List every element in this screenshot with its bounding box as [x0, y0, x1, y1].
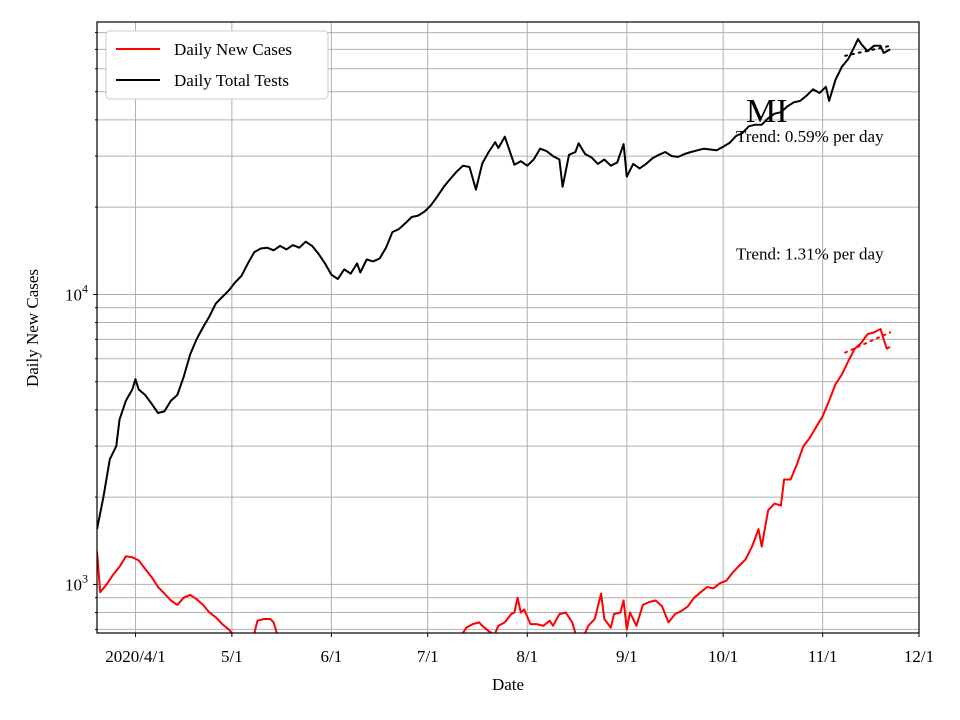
trend-line-total-tests [844, 44, 892, 57]
x-tick-label: 10/1 [708, 647, 738, 666]
trend-annotation: Trend: 1.31% per day [736, 244, 884, 263]
x-tick-label: 6/1 [321, 647, 343, 666]
grid-lines [97, 22, 920, 633]
x-tick-label: 2020/4/1 [105, 647, 165, 666]
trend-line-new-cases [844, 331, 892, 354]
legend-box [105, 30, 329, 100]
series-layer [97, 38, 892, 633]
series-line-daily-new-cases [462, 621, 493, 633]
x-tick-label: 7/1 [417, 647, 439, 666]
x-tick-label: 9/1 [616, 647, 638, 666]
x-tick-label: 11/1 [808, 647, 838, 666]
series-line-daily-total-tests [97, 38, 891, 530]
y-tick-label: 103 [65, 571, 88, 594]
series-line-daily-new-cases [97, 551, 233, 633]
plot-frame [96, 21, 920, 634]
y-axis-label: Daily New Cases [23, 269, 42, 387]
trend-annotation: Trend: 0.59% per day [736, 127, 884, 146]
x-axis-label: Date [492, 675, 524, 694]
axis-ticks: 2020/4/1 5/1 6/1 7/1 8/1 9/1 10/1 11/1 12/1 103 10… [65, 32, 934, 666]
y-tick-label: 104 [65, 281, 88, 304]
legend-label-total-tests: Daily Total Tests [174, 71, 289, 90]
legend-label-new-cases: Daily New Cases [174, 40, 292, 59]
x-tick-label: 12/1 [904, 647, 934, 666]
series-line-daily-new-cases [584, 328, 891, 633]
series-line-daily-new-cases [253, 618, 278, 633]
state-label: MI [746, 93, 788, 130]
annotations: Trend: 0.59% per day Trend: 1.31% per day [736, 127, 884, 263]
series-line-daily-new-cases [494, 596, 577, 633]
x-tick-label: 5/1 [221, 647, 243, 666]
x-tick-label: 8/1 [516, 647, 538, 666]
legend: Daily New Cases Daily Total Tests [105, 30, 329, 100]
